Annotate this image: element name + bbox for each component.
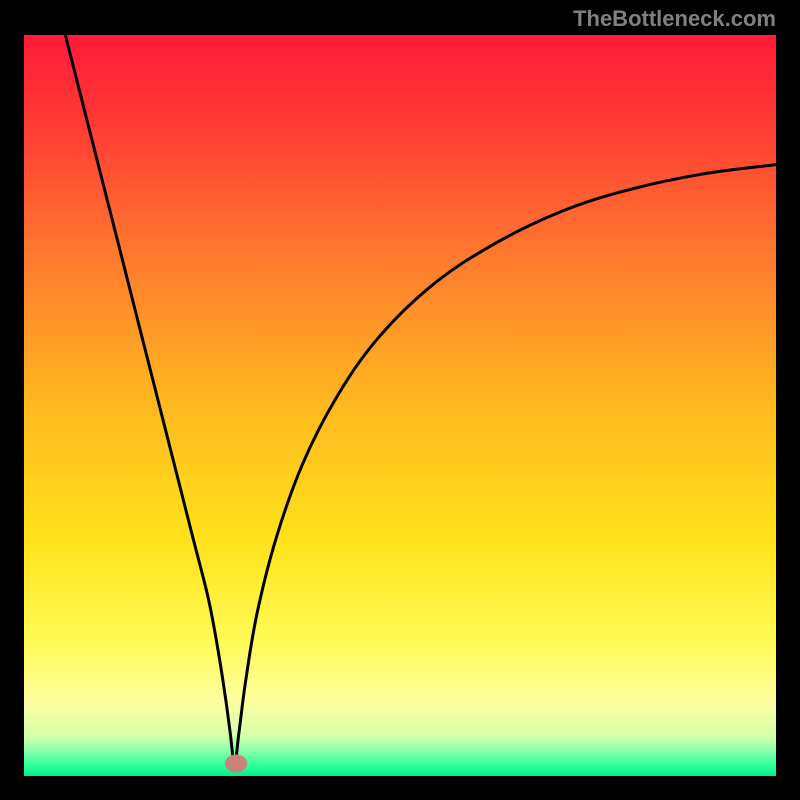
chart-curve-layer bbox=[24, 35, 776, 776]
bottleneck-chart bbox=[24, 35, 776, 776]
optimum-marker bbox=[225, 754, 247, 772]
watermark-text: TheBottleneck.com bbox=[573, 6, 776, 32]
bottleneck-curve bbox=[65, 35, 776, 763]
